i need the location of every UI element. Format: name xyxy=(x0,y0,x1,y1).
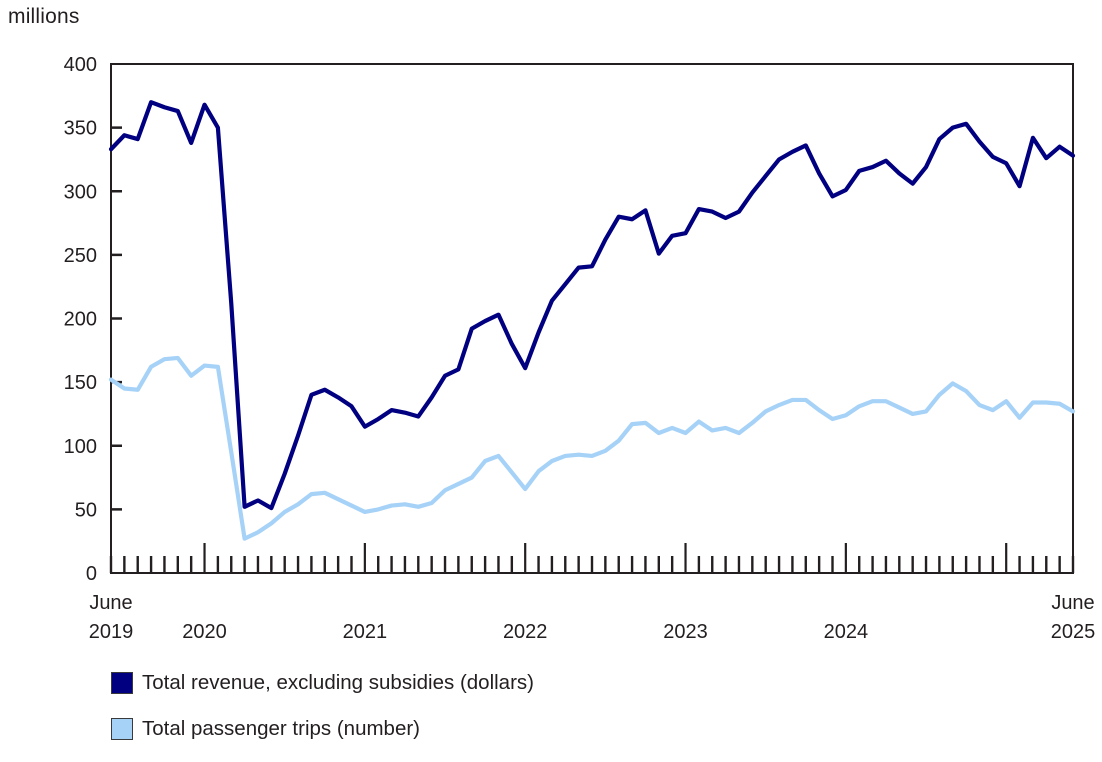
x-axis-year-label: 2024 xyxy=(824,621,869,643)
x-axis-year-label: 2020 xyxy=(182,621,227,643)
x-axis-month-label: June xyxy=(89,592,132,614)
y-tick-label: 300 xyxy=(64,181,97,203)
x-axis-year-label: 2022 xyxy=(503,621,548,643)
y-axis-unit-label: millions xyxy=(8,5,80,28)
y-tick-label: 400 xyxy=(64,54,97,76)
series-line-trips xyxy=(108,355,1076,541)
y-tick-label: 350 xyxy=(64,118,97,140)
plot-area-svg: 0 50 100 150 200 250 300 350 400 June 2019 2020 202… xyxy=(64,54,1096,643)
legend-swatch-revenue xyxy=(111,672,133,694)
plot-frame xyxy=(110,63,1074,574)
legend-item-revenue: Total revenue, excluding subsidies (doll… xyxy=(111,666,1011,700)
x-axis-ticks xyxy=(109,543,1075,573)
x-axis-year-label: 2019 xyxy=(89,621,134,643)
y-axis-ticks: 0 50 100 150 200 250 300 350 400 xyxy=(64,54,122,585)
y-tick-label: 50 xyxy=(75,499,97,521)
data-series-group xyxy=(108,100,1076,541)
legend-label-trips: Total passenger trips (number) xyxy=(142,717,421,740)
x-axis-labels: June 2019 2020 2021 2022 2023 2024 June 2025 xyxy=(89,592,1096,643)
y-tick-label: 0 xyxy=(86,563,97,585)
x-axis-year-label: 2021 xyxy=(343,621,388,643)
x-axis-year-label: 2025 xyxy=(1051,621,1096,643)
legend-swatch-trips xyxy=(111,718,133,740)
y-tick-label: 100 xyxy=(64,436,97,458)
y-tick-label: 150 xyxy=(64,372,97,394)
legend-item-trips: Total passenger trips (number) xyxy=(111,712,1011,746)
chart-legend: Total revenue, excluding subsidies (doll… xyxy=(111,666,1011,758)
x-axis-year-label: 2023 xyxy=(663,621,708,643)
series-line-revenue xyxy=(108,100,1076,511)
y-tick-label: 250 xyxy=(64,245,97,267)
plot-border xyxy=(110,63,1074,574)
y-tick-label: 200 xyxy=(64,309,97,331)
legend-label-revenue: Total revenue, excluding subsidies (doll… xyxy=(142,671,534,694)
x-axis-month-label: June xyxy=(1051,592,1094,614)
